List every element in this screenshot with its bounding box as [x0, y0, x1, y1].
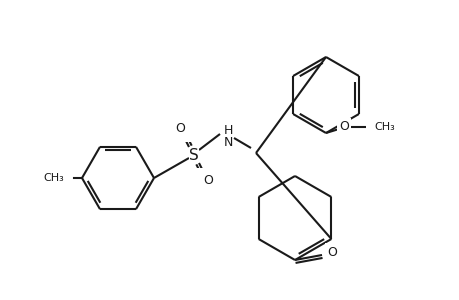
Text: CH₃: CH₃: [43, 173, 64, 183]
Text: O: O: [338, 121, 348, 134]
Text: CH₃: CH₃: [373, 122, 394, 132]
Text: S: S: [189, 148, 198, 163]
Text: O: O: [326, 245, 336, 259]
Text: O: O: [202, 175, 213, 188]
Text: O: O: [175, 122, 185, 136]
Text: H: H: [223, 124, 232, 136]
Text: N: N: [223, 136, 232, 148]
